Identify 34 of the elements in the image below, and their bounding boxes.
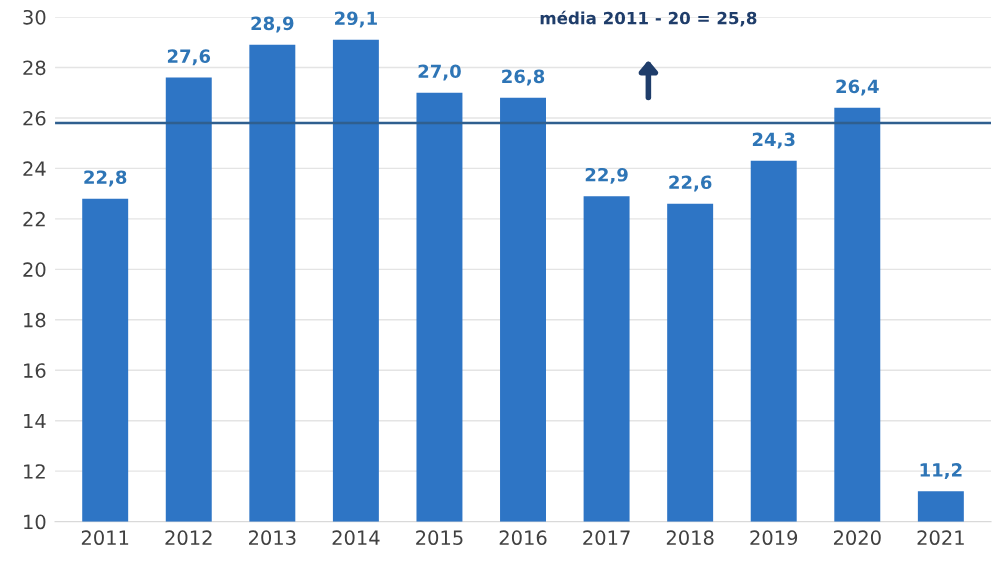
data-label: 22,8 — [84, 170, 127, 187]
y-tick-label: 24 — [23, 161, 46, 176]
data-label: 28,9 — [251, 16, 294, 33]
x-tick-label: 2011 — [81, 530, 129, 546]
data-label: 22,6 — [669, 175, 712, 192]
y-tick-label: 16 — [24, 363, 46, 378]
y-tick-label: 20 — [23, 262, 46, 277]
x-tick-label: 2019 — [750, 530, 798, 546]
data-label: 26,8 — [502, 69, 545, 86]
y-tick-label: 26 — [23, 110, 46, 126]
x-tick-label: 2013 — [249, 530, 296, 546]
y-tick-label: 18 — [24, 312, 46, 328]
y-tick-label: 14 — [24, 413, 46, 429]
x-tick-label: 2016 — [499, 530, 547, 546]
y-tick-label: 10 — [24, 514, 46, 530]
x-tick-label: 2012 — [165, 530, 212, 546]
data-label: 24,3 — [752, 132, 795, 149]
x-tick-label: 2015 — [416, 530, 463, 546]
x-tick-label: 2014 — [332, 530, 380, 546]
data-label: 29,1 — [335, 11, 377, 28]
data-label: 22,9 — [585, 167, 628, 184]
y-tick-label: 28 — [23, 60, 46, 76]
x-tick-label: 2021 — [917, 530, 964, 546]
y-tick-label: 12 — [24, 464, 45, 479]
data-label: 11,2 — [920, 463, 962, 480]
x-tick-label: 2017 — [583, 530, 630, 546]
x-tick-label: 2020 — [833, 530, 881, 546]
data-label: 27,0 — [418, 64, 461, 81]
ref-line-label: média 2011 - 20 = 25,8 — [540, 10, 757, 27]
y-tick-label: 22 — [23, 211, 45, 227]
x-tick-label: 2018 — [666, 530, 714, 546]
data-label: 27,6 — [167, 49, 211, 66]
y-tick-label: 30 — [23, 9, 46, 25]
data-label: 26,4 — [836, 79, 879, 96]
